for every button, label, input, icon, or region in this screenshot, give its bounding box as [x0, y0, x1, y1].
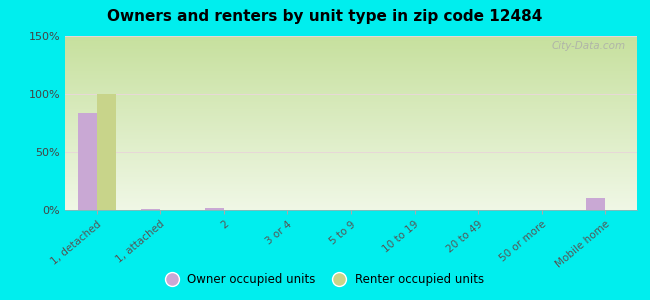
Bar: [97, 94, 116, 210]
Text: City-Data.com: City-Data.com: [551, 41, 625, 51]
Bar: [141, 209, 161, 210]
Bar: [205, 208, 224, 210]
Bar: [78, 112, 97, 210]
Text: Owners and renters by unit type in zip code 12484: Owners and renters by unit type in zip c…: [107, 9, 543, 24]
Bar: [586, 198, 605, 210]
Legend: Owner occupied units, Renter occupied units: Owner occupied units, Renter occupied un…: [161, 269, 489, 291]
